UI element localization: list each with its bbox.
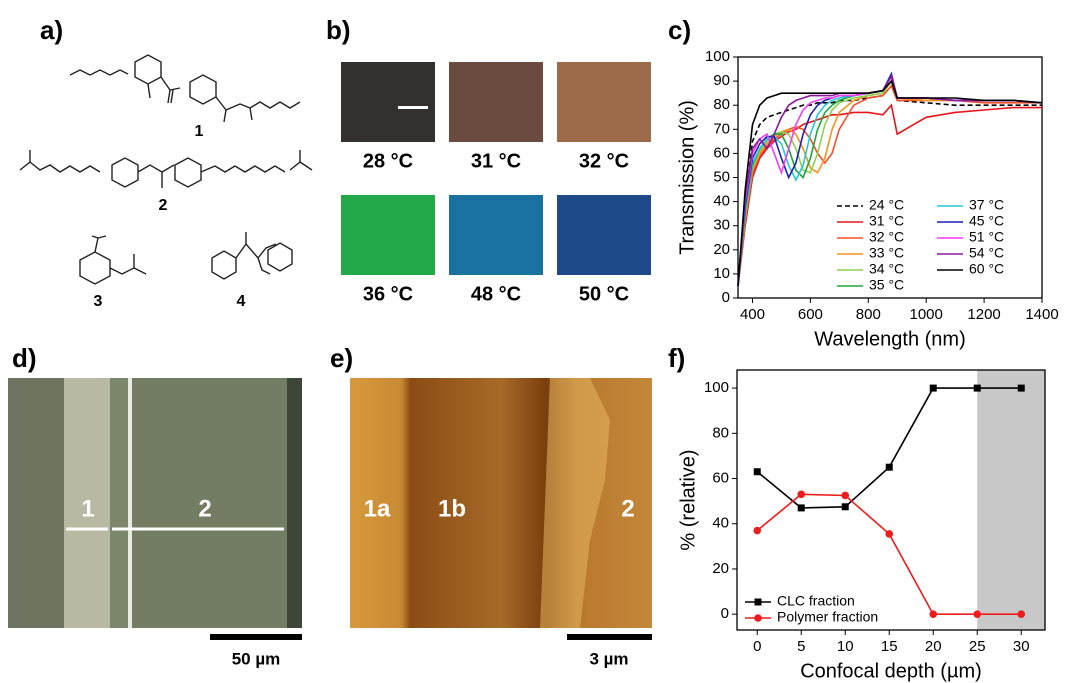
- compound-label: 1: [195, 123, 204, 140]
- photo: [557, 195, 651, 275]
- photo-label: 36 °C: [363, 283, 413, 305]
- structures: [20, 55, 312, 284]
- y-tick-label: 50: [713, 168, 730, 185]
- legend-label: 34 °C: [869, 261, 904, 277]
- x-axis-label: Confocal depth (µm): [800, 660, 982, 682]
- region-label: 2: [621, 495, 634, 522]
- scale-bar-label: 3 µm: [589, 649, 628, 668]
- data-point: [798, 504, 805, 511]
- region-label: 1a: [364, 495, 391, 522]
- scale-bar-label: 50 µm: [232, 649, 281, 668]
- legend-marker: [755, 599, 762, 606]
- y-tick-label: 40: [712, 515, 729, 532]
- legend-label: 54 °C: [969, 245, 1004, 261]
- x-tick-label: 25: [969, 638, 986, 655]
- y-tick-label: 60: [712, 469, 729, 486]
- photo-label: 28 °C: [363, 150, 413, 172]
- y-tick-label: 40: [713, 193, 730, 210]
- x-tick-label: 1400: [1025, 306, 1058, 323]
- data-point: [754, 468, 761, 475]
- data-point: [886, 464, 893, 471]
- data-point: [797, 491, 805, 499]
- legend-label: CLC fraction: [777, 593, 855, 609]
- legend-marker: [754, 614, 762, 622]
- x-tick-label: 1000: [910, 306, 943, 323]
- y-tick-label: 90: [713, 72, 730, 89]
- data-point: [841, 492, 849, 500]
- x-tick-label: 0: [753, 638, 761, 655]
- x-tick-label: 20: [925, 638, 942, 655]
- x-tick-label: 800: [856, 306, 881, 323]
- legend-label: 37 °C: [969, 197, 1004, 213]
- x-tick-label: 5: [797, 638, 805, 655]
- scale-bar: [398, 106, 428, 109]
- y-tick-label: 20: [713, 241, 730, 258]
- legend-label: 33 °C: [869, 245, 904, 261]
- photo: [449, 195, 543, 275]
- data-point: [973, 610, 981, 618]
- panel-label: c): [668, 15, 691, 45]
- data-point: [930, 385, 937, 392]
- data-point: [974, 385, 981, 392]
- legend-label: 51 °C: [969, 229, 1004, 245]
- legend-label: 31 °C: [869, 213, 904, 229]
- x-tick-label: 1200: [967, 306, 1000, 323]
- compound-label: 3: [94, 293, 103, 310]
- photo-label: 50 °C: [579, 283, 629, 305]
- y-axis-label: Transmission (%): [676, 100, 698, 255]
- legend-label: 24 °C: [869, 197, 904, 213]
- photo-label: 48 °C: [471, 283, 521, 305]
- y-tick-label: 30: [713, 217, 730, 234]
- compound-label: 2: [159, 197, 168, 214]
- y-tick-label: 70: [713, 120, 730, 137]
- y-tick-label: 0: [721, 605, 729, 622]
- y-tick-label: 10: [713, 265, 730, 282]
- photo-label: 31 °C: [471, 150, 521, 172]
- photo: [341, 195, 435, 275]
- panel-label: e): [330, 343, 353, 373]
- y-tick-label: 60: [713, 144, 730, 161]
- photo: [449, 62, 543, 142]
- figure: a) b) c) d) e) f) 1 2 3 4: [0, 0, 1067, 683]
- data-point: [929, 610, 937, 618]
- y-tick-label: 100: [705, 48, 730, 65]
- data-point: [885, 530, 893, 538]
- y-tick-label: 80: [712, 424, 729, 441]
- legend-label: Polymer fraction: [777, 609, 878, 625]
- legend-label: 32 °C: [869, 229, 904, 245]
- legend-label: 60 °C: [969, 261, 1004, 277]
- region-label: 2: [198, 495, 211, 522]
- data-point: [1017, 610, 1025, 618]
- panel-label: f): [668, 343, 685, 373]
- micrograph: [8, 378, 302, 640]
- panel-label: a): [40, 15, 63, 45]
- photo-label: 32 °C: [579, 150, 629, 172]
- shaded-region: [977, 370, 1045, 630]
- panel-label: b): [326, 15, 351, 45]
- photo: [557, 62, 651, 142]
- y-tick-label: 0: [722, 289, 730, 306]
- compound-label: 4: [237, 293, 246, 310]
- x-tick-label: 600: [798, 306, 823, 323]
- x-axis-label: Wavelength (nm): [814, 328, 966, 350]
- x-tick-label: 400: [740, 306, 765, 323]
- y-tick-label: 80: [713, 96, 730, 113]
- afm-image: [350, 378, 652, 640]
- panel-label: d): [12, 343, 37, 373]
- data-point: [753, 527, 761, 535]
- x-tick-label: 10: [837, 638, 854, 655]
- x-tick-label: 15: [881, 638, 898, 655]
- data-point: [1018, 385, 1025, 392]
- data-point: [842, 503, 849, 510]
- y-tick-label: 20: [712, 560, 729, 577]
- y-axis-label: % (relative): [677, 449, 699, 550]
- legend-label: 35 °C: [869, 277, 904, 293]
- photo: [341, 62, 435, 142]
- region-label: 1: [81, 495, 94, 522]
- legend-label: 45 °C: [969, 213, 1004, 229]
- region-label: 1b: [438, 495, 466, 522]
- y-tick-label: 100: [704, 379, 729, 396]
- x-tick-label: 30: [1013, 638, 1030, 655]
